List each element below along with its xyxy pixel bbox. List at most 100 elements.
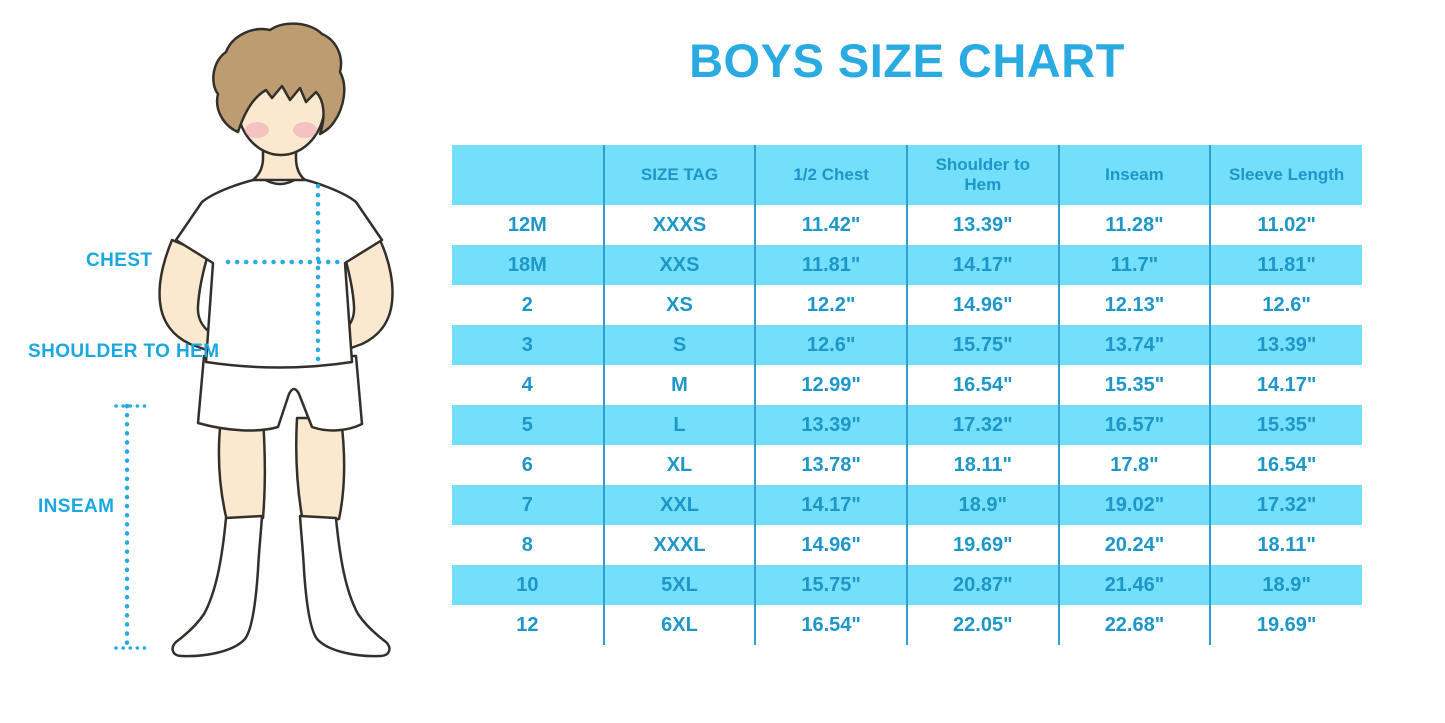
measurement-cell: 11.81" [754, 245, 907, 285]
chest-label: CHEST [86, 250, 153, 271]
measurement-cell: 12.13" [1057, 285, 1211, 325]
size-cell: 5 [521, 413, 533, 436]
table-row: 3 S 12.6" 15.75" 13.74" 13.39" [452, 325, 1362, 365]
shoulder-to-hem-label: SHOULDER TO HEM [28, 341, 220, 362]
measurement-cell: 19.69" [1209, 605, 1362, 645]
right-cheek [293, 122, 317, 138]
measurement-cell: XXS [602, 245, 756, 285]
column-header: Inseam [1057, 145, 1211, 205]
measurement-cell: 18.9" [905, 485, 1059, 525]
left-arm [158, 238, 218, 354]
table-row: 12M XXXS 11.42" 13.39" 11.28" 11.02" [452, 205, 1362, 245]
size-table-head-row: SIZE TAG 1/2 Chest Shoulder to Hem Inseam Sl… [452, 145, 1362, 205]
measurement-cell: 15.75" [905, 325, 1059, 365]
measurement-cell: 19.02" [1057, 485, 1211, 525]
measurement-cell: 13.39" [754, 405, 907, 445]
measurement-cell: 17.32" [1209, 485, 1362, 525]
measurement-cell: XL [602, 445, 756, 485]
table-row: 8 XXXL 14.96" 19.69" 20.24" 18.11" [452, 525, 1362, 565]
measurement-cell: 19.69" [905, 525, 1059, 565]
measurement-cell: M [602, 365, 756, 405]
shorts [196, 354, 364, 432]
table-row: 4 M 12.99" 16.54" 15.35" 14.17" [452, 365, 1362, 405]
measurement-cell: 18.11" [1209, 525, 1362, 565]
measurement-cell: 15.35" [1057, 365, 1211, 405]
size-cell: 4 [521, 373, 533, 396]
size-cell: 3 [521, 333, 533, 356]
column-header: SIZE TAG [602, 145, 756, 205]
measurement-cell: 11.28" [1057, 205, 1211, 245]
measurement-cell: 14.96" [754, 525, 907, 565]
measurement-cell: 13.74" [1057, 325, 1211, 365]
measurement-cell: XXL [602, 485, 756, 525]
measurement-figure: CHEST SHOULDER TO HEM INSEAM [0, 0, 452, 723]
left-sock [171, 514, 264, 658]
measurement-cell: L [602, 405, 756, 445]
measurement-cell: 14.17" [754, 485, 907, 525]
measurement-cell: 16.54" [1209, 445, 1362, 485]
measurement-cell: 20.87" [905, 565, 1059, 605]
table-row: 10 5XL 15.75" 20.87" 21.46" 18.9" [452, 565, 1362, 605]
table-row: 18M XXS 11.81" 14.17" 11.7" 11.81" [452, 245, 1362, 285]
table-row: 2 XS 12.2" 14.96" 12.13" 12.6" [452, 285, 1362, 325]
table-row: 6 XL 13.78" 18.11" 17.8" 16.54" [452, 445, 1362, 485]
measurement-cell: 13.39" [1209, 325, 1362, 365]
measurement-cell: 12.6" [754, 325, 907, 365]
size-table-body: 12M XXXS 11.42" 13.39" 11.28" 11.02" 18M XXS 11.… [452, 205, 1362, 645]
size-cell: 10 [516, 573, 539, 596]
measurement-cell: XS [602, 285, 756, 325]
table-row: 7 XXL 14.17" 18.9" 19.02" 17.32" [452, 485, 1362, 525]
measurement-cell: 22.68" [1057, 605, 1211, 645]
measurement-cell: 11.81" [1209, 245, 1362, 285]
size-cell: 12 [516, 613, 539, 636]
measurement-cell: 6XL [602, 605, 756, 645]
measurement-cell: 20.24" [1057, 525, 1211, 565]
measurement-cell: 17.32" [905, 405, 1059, 445]
measurement-cell: 11.42" [754, 205, 907, 245]
measurement-cell: 5XL [602, 565, 756, 605]
size-cell: 6 [521, 453, 533, 476]
size-cell: 8 [521, 533, 533, 556]
size-cell: 18M [507, 253, 547, 276]
measurement-cell: 22.05" [905, 605, 1059, 645]
boy-illustration [114, 22, 394, 658]
left-cheek [245, 122, 269, 138]
measurement-cell: 17.8" [1057, 445, 1211, 485]
measurement-cell: 14.17" [1209, 365, 1362, 405]
column-header-empty [452, 145, 604, 205]
measurement-cell: 12.6" [1209, 285, 1362, 325]
table-row: 5 L 13.39" 17.32" 16.57" 15.35" [452, 405, 1362, 445]
measurement-cell: 18.9" [1209, 565, 1362, 605]
measurement-cell: 14.96" [905, 285, 1059, 325]
right-leg [295, 416, 346, 524]
right-sock [298, 514, 391, 658]
page-title: BOYS SIZE CHART [689, 34, 1125, 87]
measurement-cell: 15.75" [754, 565, 907, 605]
hair [212, 22, 346, 136]
measurement-cell: 13.39" [905, 205, 1059, 245]
size-cell: 7 [521, 493, 533, 516]
column-header: 1/2 Chest [754, 145, 907, 205]
measurement-cell: 11.7" [1057, 245, 1211, 285]
measurement-cell: 13.78" [754, 445, 907, 485]
column-header: Sleeve Length [1209, 145, 1362, 205]
measurement-cell: XXXS [602, 205, 756, 245]
measurement-cell: 12.2" [754, 285, 907, 325]
measurement-cell: 18.11" [905, 445, 1059, 485]
size-table: SIZE TAG 1/2 Chest Shoulder to Hem Inseam Sl… [452, 145, 1362, 645]
measurement-cell: S [602, 325, 756, 365]
left-leg [217, 416, 267, 523]
measurement-cell: 16.54" [905, 365, 1059, 405]
measurement-cell: 16.57" [1057, 405, 1211, 445]
table-row: 12 6XL 16.54" 22.05" 22.68" 19.69" [452, 605, 1362, 645]
measurement-cell: 12.99" [754, 365, 907, 405]
size-cell: 2 [521, 293, 533, 316]
measurement-cell: 15.35" [1209, 405, 1362, 445]
measurement-cell: 21.46" [1057, 565, 1211, 605]
column-header: Shoulder to Hem [905, 145, 1059, 205]
size-table-header: SIZE TAG 1/2 Chest Shoulder to Hem Inseam Sl… [452, 145, 1362, 205]
inseam-label: INSEAM [38, 496, 115, 517]
measurement-cell: 14.17" [905, 245, 1059, 285]
measurement-cell: 16.54" [754, 605, 907, 645]
size-cell: 12M [507, 213, 547, 236]
